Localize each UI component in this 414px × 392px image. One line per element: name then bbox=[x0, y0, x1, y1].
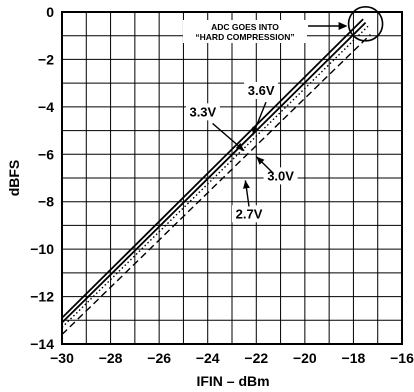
voltage-label: 3.0V bbox=[267, 168, 294, 183]
x-tick-label: −26 bbox=[147, 350, 171, 366]
y-axis-title: dBFS bbox=[6, 160, 22, 197]
compression-label-bg bbox=[183, 20, 307, 43]
x-tick-label: −30 bbox=[50, 350, 74, 366]
y-tick-label: −14 bbox=[30, 336, 54, 352]
x-tick-label: −24 bbox=[196, 350, 220, 366]
compression-arrowhead bbox=[338, 22, 348, 30]
y-tick-label: −4 bbox=[38, 99, 54, 115]
y-tick-label: −8 bbox=[38, 194, 54, 210]
annotations: ADC GOES INTO“HARD COMPRESSION” 3.6V 3.3V 3… bbox=[183, 6, 384, 223]
y-tick-label: −6 bbox=[38, 146, 54, 162]
compression-label-line1: ADC GOES INTO bbox=[211, 22, 279, 32]
voltage-label-bg bbox=[185, 103, 220, 121]
arrow-3-0v-head bbox=[256, 156, 265, 165]
x-tick-label: −18 bbox=[342, 350, 366, 366]
voltage-label-bg bbox=[244, 82, 279, 99]
x-tick-label: −16 bbox=[390, 350, 414, 366]
series-line-30v bbox=[61, 25, 369, 328]
y-tick-label: −10 bbox=[30, 241, 54, 257]
y-tick-label: −12 bbox=[30, 289, 54, 305]
x-tick-label: −20 bbox=[293, 350, 317, 366]
tick-labels: −30 −28 −26 −24 −22 −20 −18 −16 0 −2 −4 −6 −8 −10 −12 −… bbox=[30, 4, 414, 366]
voltage-label-bg bbox=[232, 205, 266, 223]
plot-frame bbox=[61, 11, 403, 345]
arrow-3-6v-head bbox=[252, 126, 259, 136]
series-line-36v bbox=[61, 18, 364, 319]
voltage-label: 2.7V bbox=[236, 206, 263, 221]
voltage-label: 3.3V bbox=[189, 104, 216, 119]
x-tick-label: −28 bbox=[99, 350, 123, 366]
series-line-33v bbox=[61, 22, 367, 324]
y-tick-label: −2 bbox=[38, 51, 54, 67]
arrow-2-7v-head bbox=[242, 180, 250, 189]
y-tick-label: 0 bbox=[46, 4, 54, 20]
grid bbox=[62, 12, 402, 344]
arrow-3-3v-head bbox=[235, 142, 245, 151]
voltage-label: 3.6V bbox=[248, 83, 275, 98]
compression-label-line2: “HARD COMPRESSION” bbox=[195, 32, 294, 42]
x-axis-title: IFIN – dBm bbox=[196, 373, 269, 389]
series-group bbox=[61, 18, 371, 336]
compression-circle bbox=[347, 6, 384, 42]
series-line-27v bbox=[61, 34, 371, 336]
x-tick-label: −22 bbox=[244, 350, 268, 366]
